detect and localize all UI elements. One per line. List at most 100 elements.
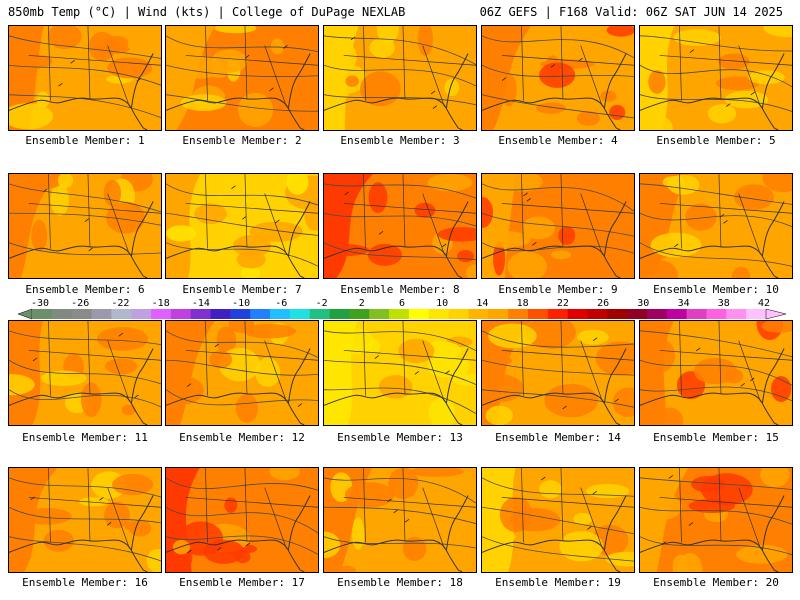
colorbar-swatch bbox=[131, 309, 152, 319]
isotherm-line bbox=[324, 387, 476, 414]
temperature-field bbox=[9, 321, 161, 425]
temperature-contour-blob bbox=[667, 174, 700, 195]
colorbar-swatch bbox=[726, 309, 747, 319]
temperature-contour-blob bbox=[367, 338, 380, 354]
state-borders bbox=[501, 26, 634, 107]
colorbar-swatch bbox=[349, 309, 370, 319]
isotherm-line bbox=[9, 242, 161, 256]
isotherm-line bbox=[482, 389, 634, 408]
ensemble-member-map bbox=[639, 467, 793, 573]
isotherm-line bbox=[640, 183, 792, 205]
temperature-contour-blob bbox=[337, 565, 357, 572]
ensemble-member-label: Ensemble Member: 3 bbox=[340, 134, 460, 147]
wind-barb bbox=[688, 522, 694, 526]
temperature-field bbox=[482, 174, 634, 278]
colorbar-tick-label: 2 bbox=[358, 298, 365, 309]
temperature-field bbox=[9, 174, 161, 278]
temperature-contour-blob bbox=[9, 374, 35, 396]
wind-barb bbox=[750, 377, 755, 382]
coastline bbox=[640, 495, 785, 572]
ensemble-member-label: Ensemble Member: 15 bbox=[653, 431, 779, 444]
ensemble-member-map bbox=[639, 320, 793, 426]
colorbar-swatch bbox=[587, 309, 608, 319]
isotherm-line bbox=[9, 330, 161, 346]
ensemble-member-map bbox=[8, 25, 162, 131]
coastline bbox=[640, 348, 785, 425]
temperature-fill-warm bbox=[166, 26, 216, 130]
temperature-field bbox=[324, 174, 476, 278]
temperature-contour-blob bbox=[577, 329, 609, 345]
temperature-contour-blob bbox=[482, 531, 516, 543]
temperature-contour-blob bbox=[232, 234, 271, 257]
isotherm-line bbox=[166, 359, 318, 376]
temperature-contour-blob bbox=[760, 468, 790, 488]
wind-barb bbox=[88, 247, 93, 252]
temperature-contour-blob bbox=[525, 321, 576, 349]
temperature-contour-blob bbox=[507, 251, 547, 278]
temperature-field bbox=[482, 468, 634, 572]
temperature-contour-blob bbox=[736, 544, 788, 564]
temperature-contour-blob bbox=[409, 468, 465, 477]
wind-barb bbox=[186, 383, 192, 387]
isotherm-line bbox=[9, 183, 161, 213]
isotherm-line bbox=[482, 359, 634, 376]
ensemble-member-label: Ensemble Member: 13 bbox=[337, 431, 463, 444]
isotherm-line bbox=[166, 183, 318, 206]
colorbar-swatch bbox=[289, 309, 311, 319]
state-borders bbox=[501, 468, 634, 549]
isotherm-line bbox=[640, 94, 792, 112]
colorbar-swatch bbox=[627, 309, 648, 319]
temperature-contour-blob bbox=[715, 76, 760, 91]
temperature-fill-warm bbox=[482, 468, 516, 572]
isotherm-line bbox=[324, 330, 476, 352]
colorbar-swatch bbox=[91, 309, 112, 319]
temperature-contour-blob bbox=[522, 216, 556, 240]
colorbar-tick-label: 18 bbox=[516, 298, 529, 309]
state-borders bbox=[28, 174, 161, 255]
wind-barb bbox=[214, 343, 220, 348]
state-borders bbox=[343, 321, 476, 402]
coastline bbox=[482, 495, 627, 572]
temperature-field bbox=[166, 321, 318, 425]
temperature-contour-blob bbox=[457, 250, 475, 263]
temperature-contour-blob bbox=[104, 501, 130, 529]
wind-barb bbox=[661, 541, 667, 545]
temperature-contour-blob bbox=[693, 357, 738, 385]
ensemble-member-map bbox=[481, 173, 635, 279]
temperature-contour-blob bbox=[539, 480, 562, 499]
temperature-contour-blob bbox=[9, 53, 53, 70]
ensemble-member-map bbox=[165, 25, 319, 131]
ensemble-member-label: Ensemble Member: 8 bbox=[340, 283, 460, 296]
temperature-contour-blob bbox=[576, 110, 600, 126]
model-run-valid-time: 06Z GEFS | F168 Valid: 06Z SAT JUN 14 20… bbox=[479, 5, 783, 19]
temperature-contour-blob bbox=[36, 91, 50, 108]
temperature-contour-blob bbox=[344, 482, 395, 508]
temperature-contour-blob bbox=[465, 264, 476, 278]
colorbar-tick-label: -2 bbox=[315, 298, 328, 309]
temperature-contour-blob bbox=[612, 387, 634, 417]
wind-barb bbox=[297, 403, 303, 407]
ensemble-member-map bbox=[639, 25, 793, 131]
colorbar-tick-label: 26 bbox=[597, 298, 610, 309]
isotherm-line bbox=[324, 35, 476, 65]
state-borders bbox=[185, 468, 318, 549]
temperature-contour-blob bbox=[427, 355, 470, 378]
colorbar-tick-label: 42 bbox=[757, 298, 771, 309]
colorbar-swatch bbox=[448, 309, 469, 319]
colorbar-tick-label: -22 bbox=[111, 298, 130, 309]
coastline bbox=[324, 495, 469, 572]
temperature-contour-blob bbox=[40, 370, 87, 386]
colorbar-swatch bbox=[151, 309, 172, 319]
colorbar-swatch bbox=[111, 309, 132, 319]
temperature-contour-blob bbox=[648, 70, 666, 94]
wind-barb bbox=[532, 242, 537, 246]
temperature-contour-blob bbox=[685, 203, 717, 231]
temperature-contour-blob bbox=[368, 182, 388, 214]
temperature-contour-blob bbox=[50, 183, 70, 216]
ensemble-member-label: Ensemble Member: 16 bbox=[22, 576, 148, 589]
state-borders bbox=[185, 174, 318, 255]
colorbar-swatch bbox=[567, 309, 588, 319]
ensemble-member-label: Ensemble Member: 14 bbox=[495, 431, 621, 444]
ensemble-member-label: Ensemble Member: 12 bbox=[179, 431, 305, 444]
temperature-contour-blob bbox=[345, 75, 360, 87]
